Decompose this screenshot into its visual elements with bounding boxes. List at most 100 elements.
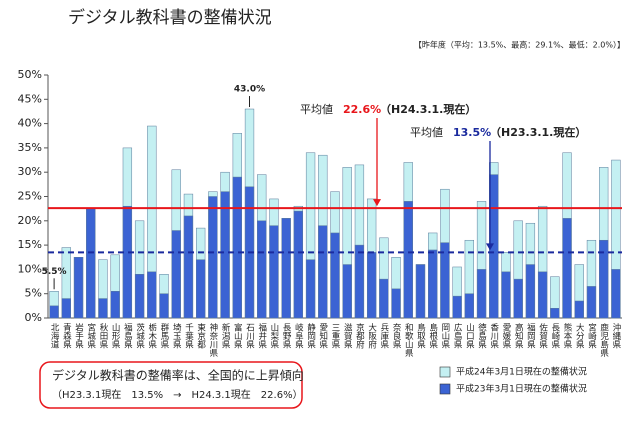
bar xyxy=(562,218,572,319)
bar xyxy=(318,225,328,319)
x-tick-label: 広島県 xyxy=(452,322,462,349)
x-tick-label: 静岡県 xyxy=(306,322,316,349)
bar xyxy=(550,308,560,319)
bar xyxy=(330,232,340,319)
x-tick-label: 愛知県 xyxy=(318,322,328,349)
y-tick-label: 45% xyxy=(18,92,42,105)
bar xyxy=(134,274,145,319)
x-tick-label: 長野県 xyxy=(281,323,291,349)
bar xyxy=(281,218,291,319)
x-tick-label: 福島県 xyxy=(122,322,132,349)
bar xyxy=(611,269,621,319)
x-tick-label: 山口県 xyxy=(464,322,474,349)
y-tick-label: 0% xyxy=(25,311,42,324)
bar xyxy=(171,230,181,319)
x-tick-label: 大分県 xyxy=(574,322,584,349)
y-tick-label: 5% xyxy=(25,287,42,300)
x-tick-label: 兵庫県 xyxy=(379,322,389,349)
bar xyxy=(342,264,352,319)
x-tick-label: 愛媛県 xyxy=(501,322,511,349)
x-tick-label: 高知県 xyxy=(513,322,523,349)
chart-title: デジタル教科書の整備状況 xyxy=(68,7,272,28)
reference-name: 平均値 xyxy=(300,103,333,116)
bar xyxy=(232,176,242,319)
x-tick-label: 神奈川県 xyxy=(208,322,218,358)
x-tick-label: 島根県 xyxy=(428,322,438,349)
bar xyxy=(379,278,389,319)
x-tick-label: 沖縄県 xyxy=(611,322,621,349)
bar xyxy=(452,295,462,319)
bar xyxy=(366,252,377,319)
chart-subtitle: 【昨年度（平均：13.5%、最高：29.1%、最低：2.0%）】 xyxy=(414,40,625,50)
x-tick-label: 熊本県 xyxy=(562,322,572,349)
x-tick-label: 埼玉県 xyxy=(171,322,181,349)
x-tick-label: 和歌山県 xyxy=(403,323,413,358)
y-tick-label: 15% xyxy=(18,238,42,251)
x-tick-label: 鳥取県 xyxy=(415,322,425,349)
y-tick-label: 20% xyxy=(18,214,42,227)
bar xyxy=(391,288,401,319)
summary-line: デジタル教科書の整備率は、全国的に上昇傾向 xyxy=(52,368,304,383)
bar xyxy=(159,293,169,319)
x-tick-label: 石川県 xyxy=(245,323,255,349)
bar xyxy=(208,196,218,319)
bar xyxy=(257,220,267,319)
bar xyxy=(428,249,438,319)
bar xyxy=(440,242,450,319)
y-tick-label: 10% xyxy=(18,262,42,275)
x-tick-label: 栃木県 xyxy=(147,322,157,349)
x-tick-label: 富山県 xyxy=(232,322,242,349)
bar xyxy=(98,298,108,319)
x-tick-label: 北海道 xyxy=(49,323,59,349)
x-tick-label: 大阪府 xyxy=(367,322,377,349)
x-tick-label: 岩手県 xyxy=(74,322,84,349)
reference-note: （H23.3.1.現在） xyxy=(490,125,586,139)
x-tick-label: 青森県 xyxy=(61,322,71,349)
x-tick-label: 長崎県 xyxy=(550,323,560,349)
bar xyxy=(586,286,597,319)
bar xyxy=(110,291,120,319)
x-tick-label: 宮崎県 xyxy=(586,322,596,349)
y-tick-label: 25% xyxy=(18,190,42,203)
data-label: 43.0% xyxy=(234,85,265,95)
x-tick-label: 香川県 xyxy=(489,322,499,349)
x-tick-label: 宮城県 xyxy=(86,322,96,349)
reference-arrowhead xyxy=(373,199,381,207)
bar xyxy=(599,239,609,319)
bar xyxy=(354,244,365,319)
summary-box xyxy=(39,361,303,409)
bar xyxy=(61,298,71,319)
legend-swatch xyxy=(439,366,451,378)
x-tick-label: 福岡県 xyxy=(525,322,535,349)
summary-line: （H23.3.1現在 13.5% → H24.3.1現在 22.6%） xyxy=(52,389,303,401)
x-tick-label: 新潟県 xyxy=(220,322,230,349)
x-tick-label: 徳島県 xyxy=(477,322,487,349)
bar xyxy=(73,257,84,319)
x-tick-label: 千葉県 xyxy=(183,322,193,349)
x-tick-label: 滋賀県 xyxy=(342,322,352,349)
x-tick-label: 山形県 xyxy=(110,322,120,349)
bar xyxy=(122,205,133,319)
bar xyxy=(86,208,96,319)
reference-note: （H24.3.1.現在） xyxy=(380,102,476,116)
bar xyxy=(269,225,279,319)
reference-value: 13.5% xyxy=(453,126,491,139)
x-tick-label: 群馬県 xyxy=(159,322,169,349)
bar xyxy=(293,210,304,319)
bar xyxy=(49,305,59,319)
x-tick-label: 福井県 xyxy=(257,322,267,349)
legend-swatch xyxy=(439,383,451,395)
x-tick-label: 奈良県 xyxy=(391,322,401,349)
x-tick-label: 秋田県 xyxy=(98,322,108,349)
data-label: 5.5% xyxy=(42,267,67,277)
x-tick-label: 三重県 xyxy=(330,323,340,349)
x-tick-label: 鹿児島県 xyxy=(599,322,609,358)
x-tick-label: 佐賀県 xyxy=(538,322,548,349)
bar xyxy=(513,278,523,319)
reference-name: 平均値 xyxy=(410,126,443,139)
bar xyxy=(525,264,536,319)
x-tick-label: 京都府 xyxy=(354,322,364,349)
bar xyxy=(476,269,487,319)
legend-label: 平成24年3月1日現在の整備状況 xyxy=(456,366,587,378)
